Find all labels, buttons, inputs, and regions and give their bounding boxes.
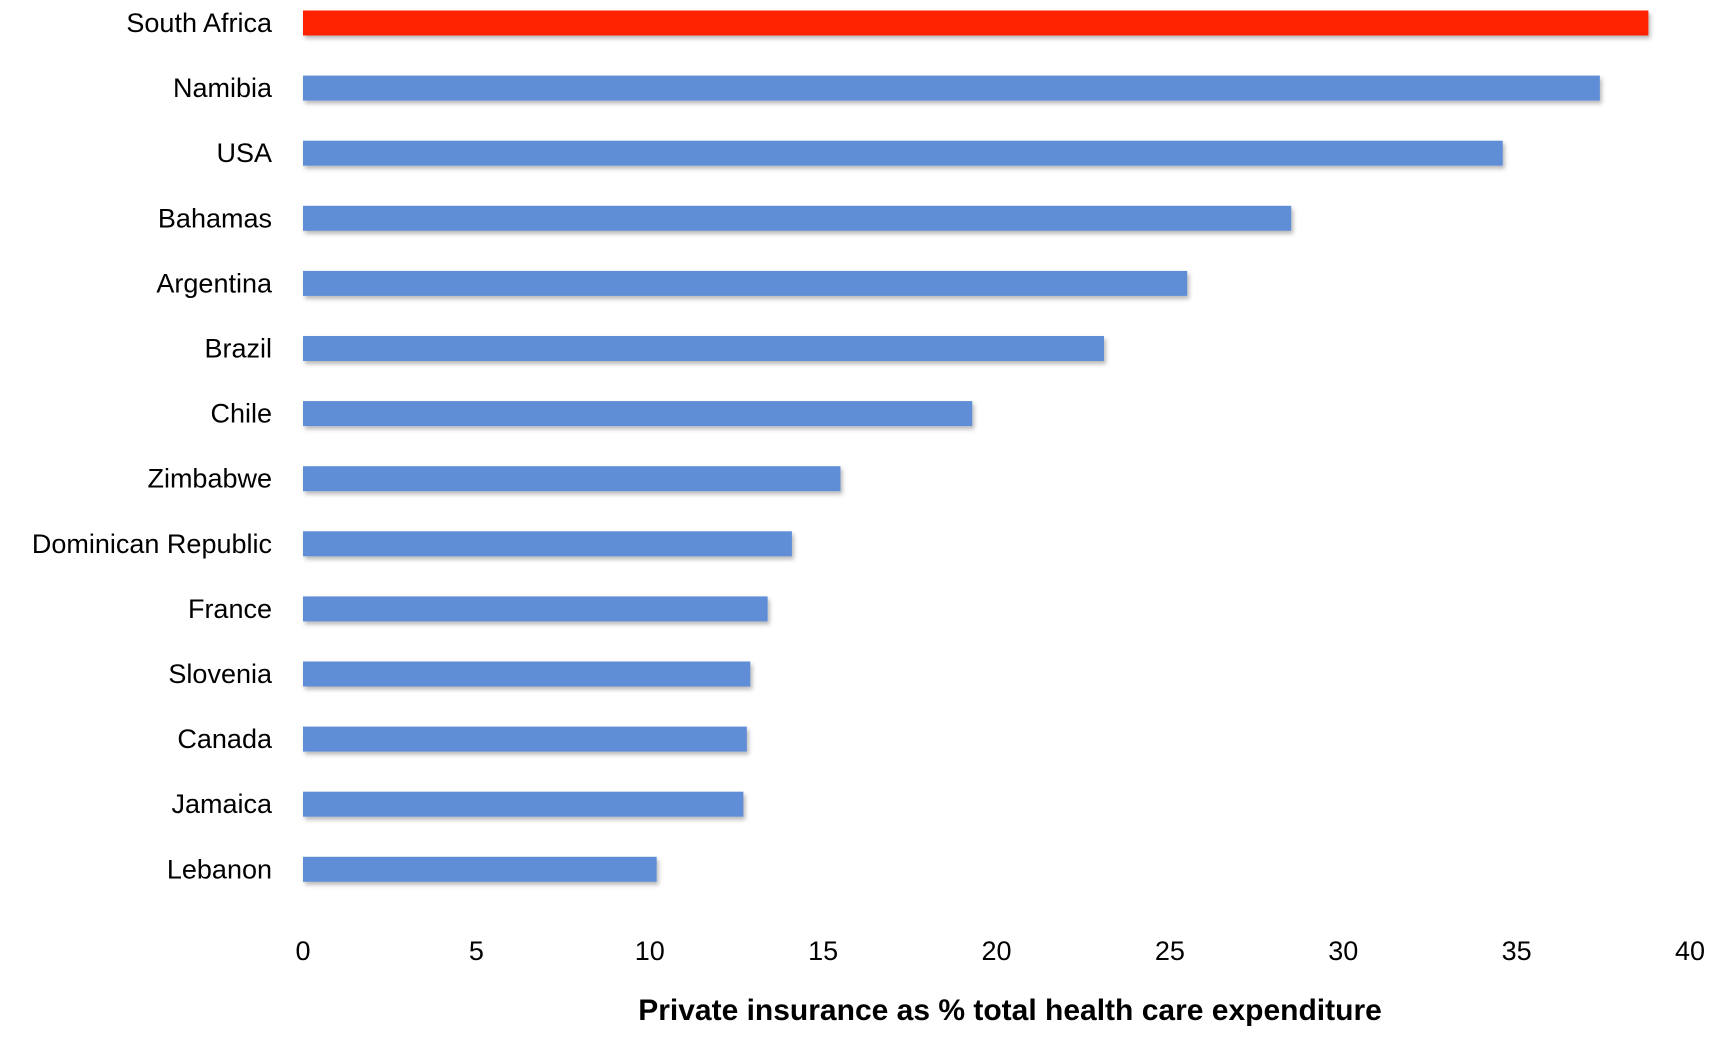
x-tick-label: 25 bbox=[1155, 936, 1185, 966]
category-label: Namibia bbox=[173, 73, 273, 103]
category-label: Jamaica bbox=[171, 789, 273, 819]
category-label: Canada bbox=[177, 724, 273, 754]
bar bbox=[303, 205, 1292, 231]
bar bbox=[303, 531, 792, 557]
x-tick-label: 30 bbox=[1328, 936, 1358, 966]
x-tick-label: 35 bbox=[1502, 936, 1532, 966]
category-label: USA bbox=[216, 138, 272, 168]
x-tick-label: 5 bbox=[469, 936, 484, 966]
category-label: Brazil bbox=[204, 334, 272, 364]
bar bbox=[303, 726, 747, 752]
category-label: France bbox=[188, 594, 272, 624]
category-label: Dominican Republic bbox=[32, 529, 272, 559]
category-labels: South Africa Namibia USA Bahamas Argentina Br… bbox=[32, 8, 273, 884]
bar bbox=[303, 140, 1503, 166]
bar bbox=[303, 466, 841, 492]
category-label: Bahamas bbox=[158, 203, 272, 233]
bar bbox=[303, 791, 744, 817]
category-label: Slovenia bbox=[168, 659, 273, 689]
category-label: Zimbabwe bbox=[147, 464, 272, 494]
bar bbox=[303, 75, 1600, 101]
x-tick-label: 40 bbox=[1675, 936, 1705, 966]
bars-layer bbox=[303, 10, 1649, 882]
x-tick-label: 0 bbox=[295, 936, 310, 966]
bar bbox=[303, 596, 768, 622]
bar bbox=[303, 336, 1104, 361]
x-tick-label: 20 bbox=[981, 936, 1011, 966]
x-axis-ticks: 0 5 10 15 20 25 30 35 40 bbox=[295, 936, 1705, 966]
category-label: Lebanon bbox=[167, 854, 272, 884]
x-tick-label: 10 bbox=[635, 936, 665, 966]
category-label: Chile bbox=[210, 399, 272, 429]
bar bbox=[303, 661, 751, 687]
x-axis-title: Private insurance as % total health care… bbox=[638, 994, 1382, 1027]
category-label: Argentina bbox=[156, 268, 273, 298]
bar bbox=[303, 401, 973, 427]
bar bbox=[303, 10, 1649, 36]
bar bbox=[303, 856, 657, 882]
x-tick-label: 15 bbox=[808, 936, 838, 966]
category-label: South Africa bbox=[126, 8, 273, 38]
bar bbox=[303, 270, 1188, 296]
